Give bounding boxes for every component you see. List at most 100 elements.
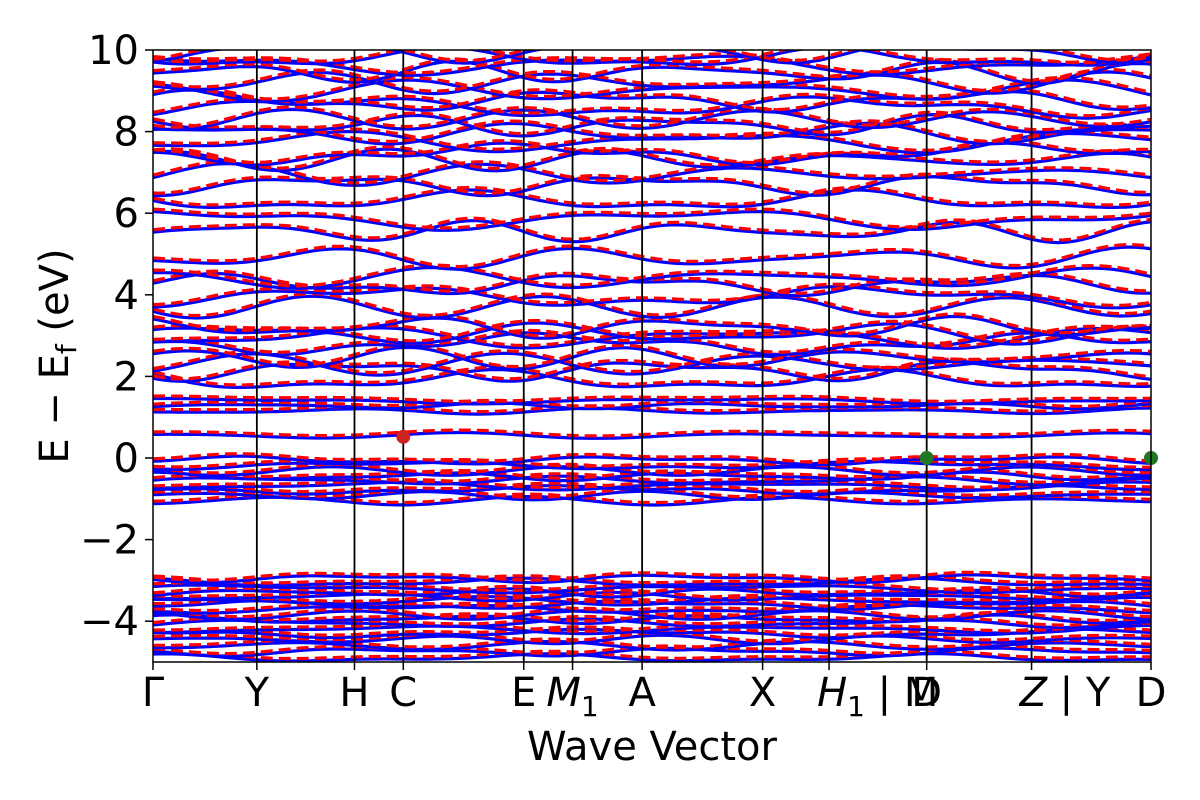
band-line-dashed [153, 207, 1151, 230]
y-tick-label: 8 [114, 110, 139, 156]
band-line-dashed [153, 159, 1151, 185]
y-axis-label-subscript: f [50, 343, 83, 354]
x-tick-label: M1 [546, 670, 598, 723]
x-tick-label: D [911, 670, 942, 716]
band-line-solid [153, 314, 1151, 340]
band-line-dashed [153, 145, 1151, 170]
band-line-solid [153, 465, 1151, 477]
band-line-dashed [153, 477, 1151, 489]
y-axis-label-unit: (eV) [32, 248, 78, 344]
special-point [919, 451, 934, 465]
band-line-dashed [153, 394, 1151, 404]
special-points [396, 429, 1158, 465]
y-tick-label: 4 [114, 273, 139, 319]
x-tick-label: Z | Y [1019, 670, 1111, 716]
band-line-dashed [153, 216, 1151, 242]
band-line-solid [153, 209, 1151, 232]
y-axis-label: E − Ef (eV) [32, 248, 83, 463]
band-line-solid [153, 285, 1151, 310]
plot-frame [152, 49, 1152, 663]
band-line-solid [153, 107, 1151, 132]
band-line-dashed [153, 119, 1151, 144]
band-line-dashed [153, 282, 1151, 308]
y-tick-label: 2 [114, 354, 139, 400]
band-line-dashed [153, 263, 1151, 288]
band-line-dashed [153, 328, 1151, 354]
band-line-dashed [153, 243, 1151, 269]
x-tick-label: C [389, 670, 417, 716]
band-line-solid [153, 623, 1151, 636]
band-line-solid [153, 489, 1151, 502]
band-line-solid [153, 627, 1151, 640]
band-line-solid [153, 573, 1151, 585]
band-line-solid [153, 474, 1151, 487]
band-line-dashed [153, 343, 1151, 369]
band-line-solid [153, 617, 1151, 630]
band-line-solid [153, 609, 1151, 622]
band-line-dashed [153, 404, 1151, 414]
x-tick-label: Γ [142, 670, 165, 716]
band-line-solid [153, 430, 1151, 440]
band-line-dashed [153, 621, 1151, 633]
x-tick-label: H1 | M [817, 670, 938, 723]
band-line-solid [153, 121, 1151, 146]
band-line-solid [153, 603, 1151, 615]
band-line-dashed [153, 452, 1151, 464]
band-line-solid [153, 652, 1151, 662]
band-line-solid [153, 112, 1151, 138]
band-line-dashed [153, 592, 1151, 605]
band-line-solid [153, 459, 1151, 472]
band-line-solid [153, 219, 1151, 245]
band-line-dashed [153, 487, 1151, 499]
band-line-solid [153, 406, 1151, 416]
band-line-dashed [153, 570, 1151, 582]
band-line-solid [153, 345, 1151, 371]
band-line-solid [153, 50, 1151, 67]
band-line-solid [153, 59, 1151, 86]
band-line-solid [153, 326, 1151, 350]
y-tick-label: 0 [114, 436, 139, 482]
band-line-solid [153, 245, 1151, 271]
x-tick-label: E [511, 670, 536, 716]
y-axis-ticks: 10 8 6 4 2 0 −2 −4 [80, 28, 153, 645]
x-tick-label: A [628, 670, 656, 716]
band-line-dashed [153, 606, 1151, 619]
y-tick-label: −2 [80, 518, 139, 564]
kpoint-separators [255, 50, 1033, 662]
x-tick-label: H [339, 670, 369, 716]
band-line-dashed [153, 428, 1151, 438]
band-line-dashed [153, 584, 1151, 597]
band-line-solid [153, 265, 1151, 290]
band-line-dashed [153, 57, 1151, 83]
x-tick-label: X [749, 670, 776, 716]
y-tick-label: −4 [80, 599, 139, 645]
special-point [396, 429, 411, 444]
band-line-dashed [153, 365, 1151, 387]
band-line-solid [153, 396, 1151, 406]
band-line-dashed [153, 110, 1151, 136]
y-tick-label: 6 [114, 191, 139, 237]
band-line-dashed [153, 574, 1151, 585]
band-line-solid [153, 294, 1151, 320]
band-line-solid [153, 576, 1151, 587]
band-line-dashed [153, 105, 1151, 129]
band-line-solid [153, 454, 1151, 467]
x-tick-label: Y [244, 670, 270, 716]
band-line-dashed [153, 50, 1151, 65]
band-line-dashed [153, 185, 1151, 207]
band-line-solid [153, 188, 1151, 209]
band-line-solid [153, 480, 1151, 492]
band-line-dashed [153, 67, 1151, 93]
band-line-solid [153, 162, 1151, 187]
band-line-dashed [153, 631, 1151, 643]
y-tick-label: 10 [88, 28, 139, 74]
x-axis-label: Wave Vector [527, 724, 778, 770]
band-line-solid [153, 147, 1151, 173]
band-line-solid [153, 633, 1151, 646]
band-line-dashed [153, 649, 1151, 661]
band-line-solid [153, 70, 1151, 96]
y-axis-label-main: E − E [32, 354, 78, 464]
x-tick-label: D [1136, 670, 1167, 716]
